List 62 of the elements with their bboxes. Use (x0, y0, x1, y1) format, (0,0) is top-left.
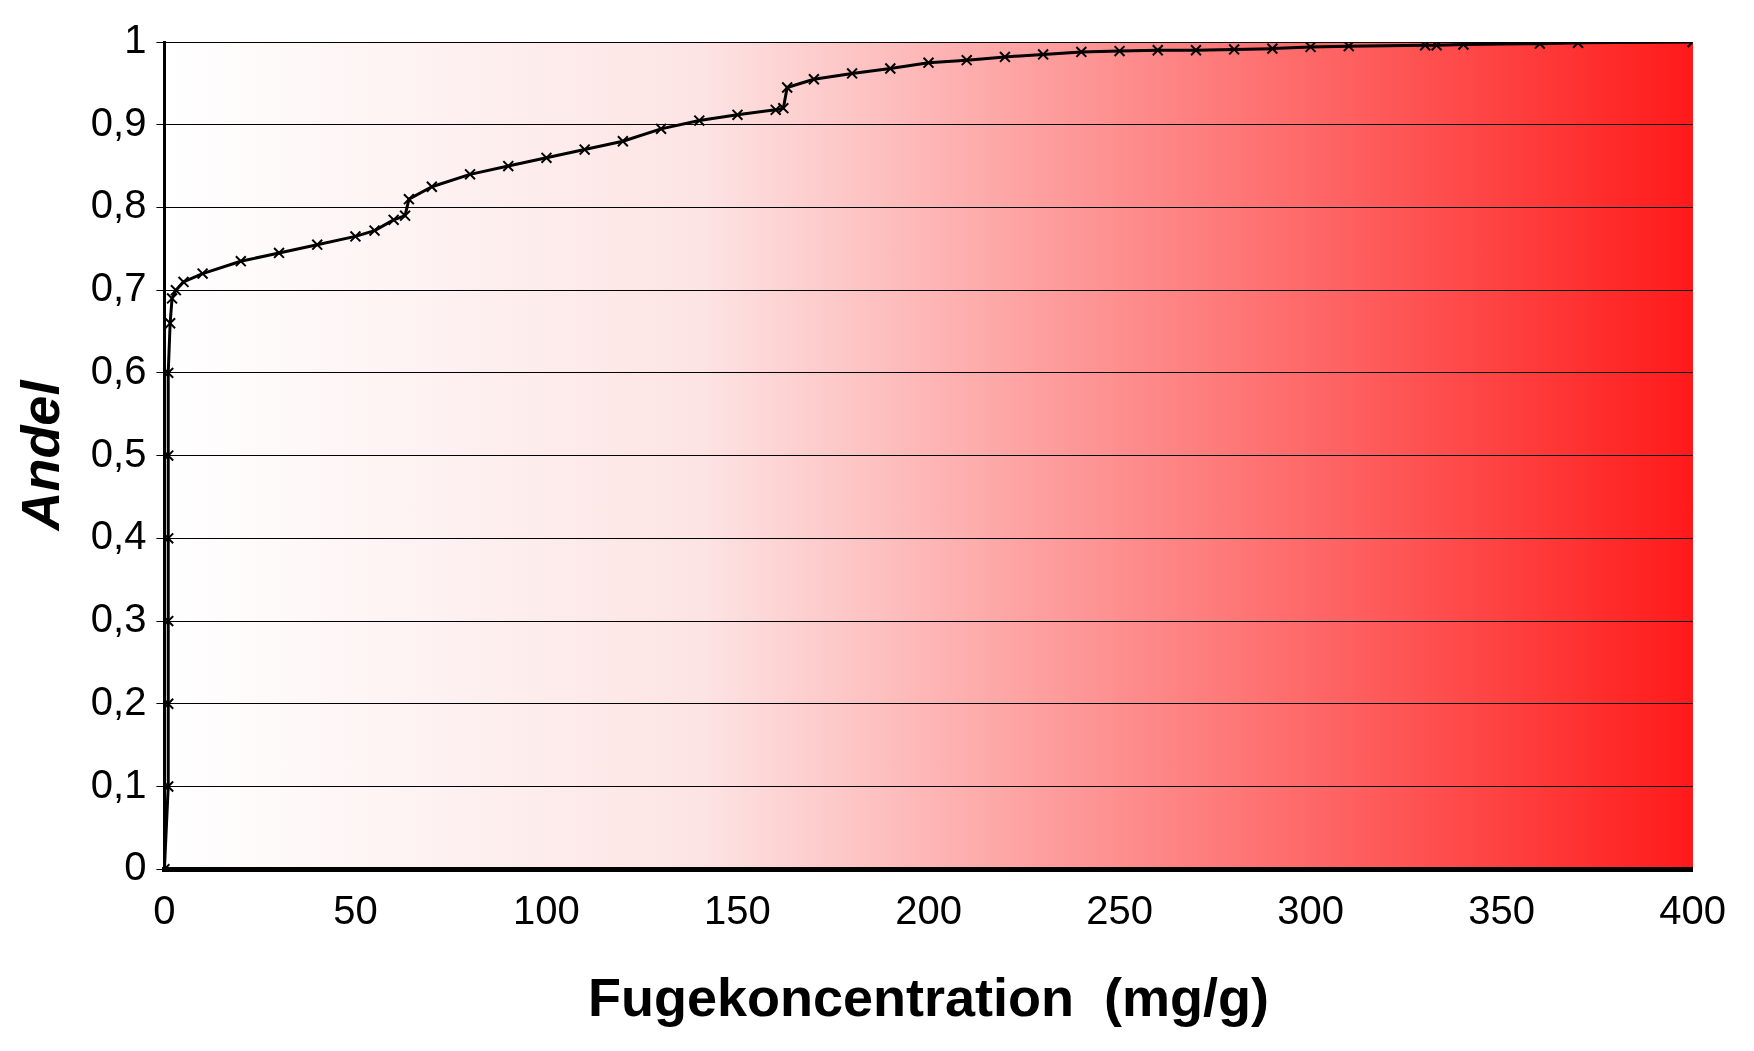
point (1113, 45, 1126, 58)
y-tick-label: 0,9 (90, 99, 147, 144)
y-tick-label: 0,4 (90, 513, 147, 558)
point (1419, 42, 1432, 52)
point (1342, 42, 1355, 53)
point (1430, 42, 1443, 52)
point (399, 209, 412, 222)
point (387, 213, 400, 226)
point (464, 168, 476, 181)
x-tick-label: 300 (1277, 888, 1344, 933)
y-tick-label: 0,8 (90, 182, 147, 227)
point (1151, 44, 1164, 57)
point (777, 102, 790, 115)
x-tick-label: 250 (1086, 888, 1153, 933)
point (1190, 44, 1202, 57)
point (616, 135, 629, 148)
point (402, 193, 415, 206)
point (807, 73, 820, 86)
x-tick-label: 0 (153, 888, 176, 933)
point (731, 108, 744, 121)
point (846, 67, 859, 80)
point (425, 180, 438, 193)
x-tick-label: 400 (1659, 888, 1727, 933)
point (960, 54, 973, 67)
y-axis-title: Andel (10, 379, 71, 533)
point (540, 151, 553, 164)
point (502, 160, 515, 173)
point (769, 103, 782, 116)
y-tick-label: 0,7 (90, 265, 147, 310)
point (693, 114, 706, 127)
point (368, 224, 381, 237)
point (781, 81, 794, 94)
x-tick-label: 50 (333, 888, 378, 933)
y-tick-label: 0,2 (90, 678, 147, 723)
y-tick-label: 0,5 (90, 430, 147, 475)
x-tick-label: 100 (513, 888, 580, 933)
x-axis-title: Fugekoncentration (mg/g) (588, 967, 1270, 1028)
point (169, 284, 182, 297)
point (998, 50, 1011, 63)
x-tick-label: 150 (704, 888, 771, 933)
y-tick-label: 1 (124, 17, 147, 62)
point (273, 246, 285, 259)
y-tick-label: 0 (124, 844, 147, 889)
x-tick-label: 200 (895, 888, 962, 933)
point (1266, 42, 1279, 55)
y-tick-label: 0,1 (90, 761, 147, 806)
point (655, 122, 668, 135)
x-tick-label: 350 (1468, 888, 1535, 933)
point (1228, 43, 1241, 56)
point (196, 267, 209, 280)
point (922, 56, 935, 69)
point (177, 275, 190, 288)
y-tick-label: 0,6 (90, 347, 147, 392)
point (234, 255, 247, 268)
point (578, 143, 591, 156)
point (311, 238, 324, 251)
point (1075, 45, 1088, 58)
y-tick-label: 0,3 (90, 596, 147, 641)
point (349, 230, 362, 243)
point (884, 62, 897, 75)
point (1037, 48, 1050, 61)
point (1304, 42, 1317, 53)
